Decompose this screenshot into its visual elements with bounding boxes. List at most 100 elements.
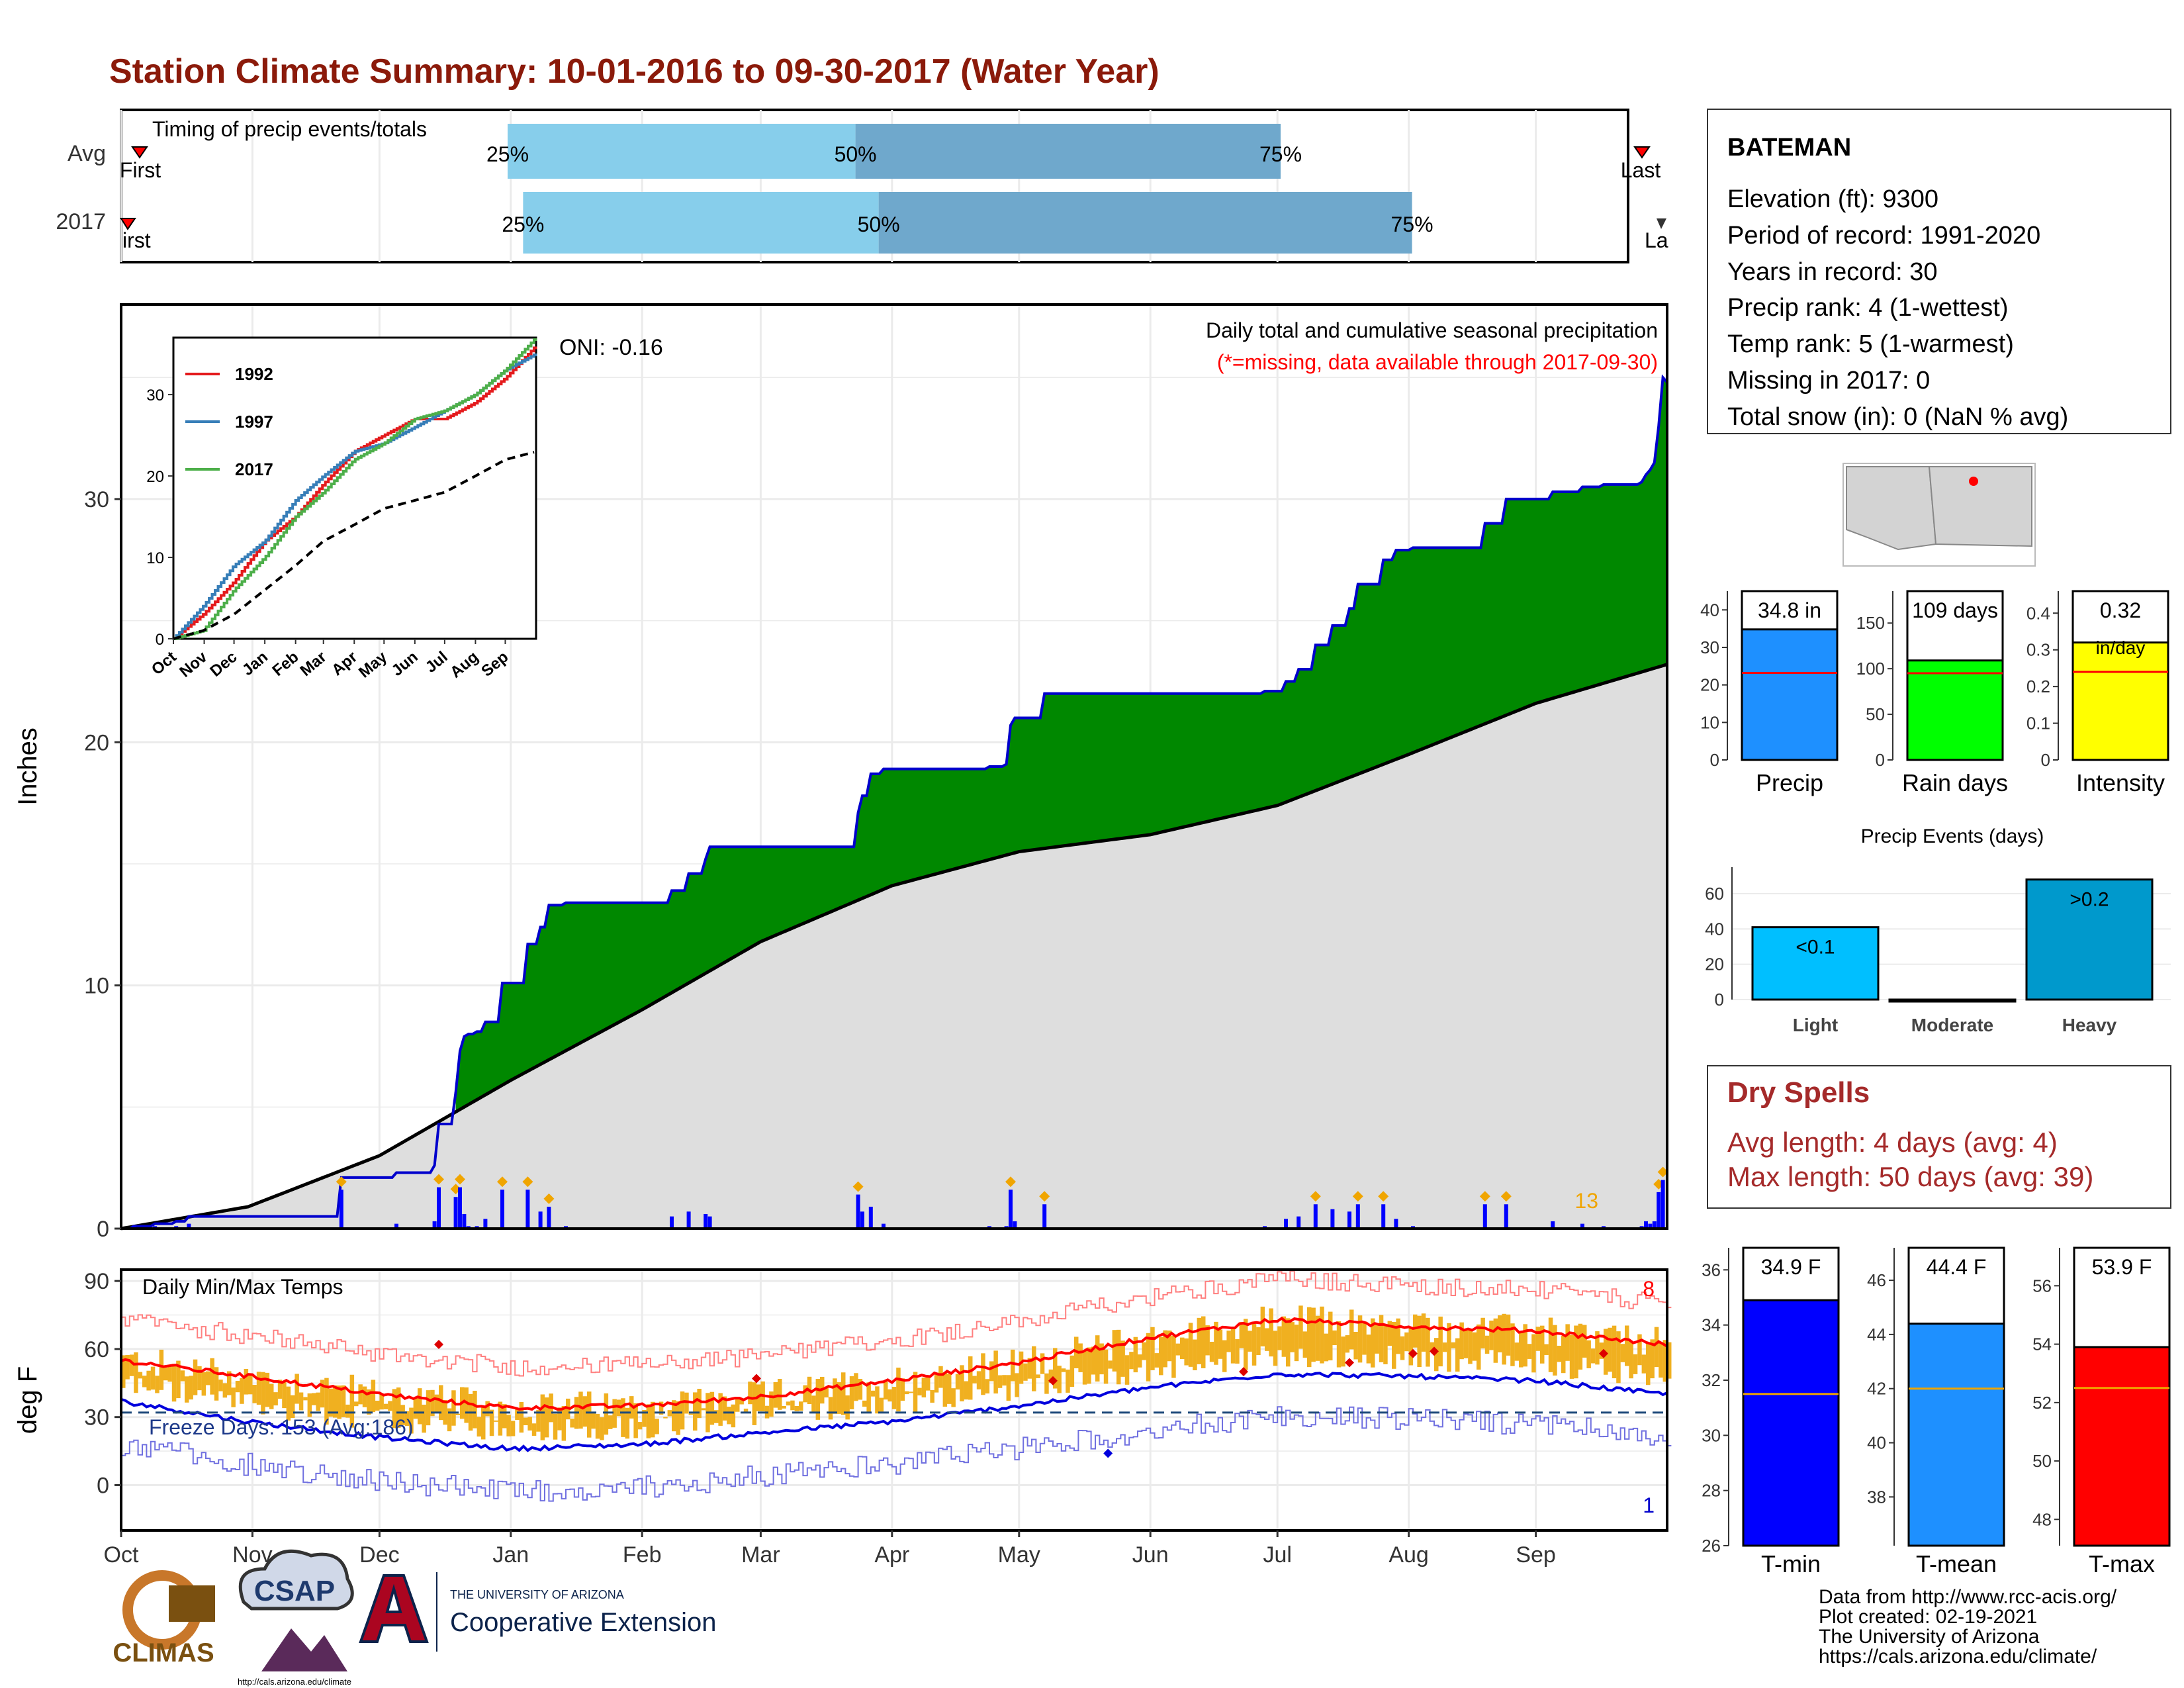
- daily-temp-bar: [1091, 1346, 1096, 1375]
- daily-precip-bar: [1504, 1204, 1508, 1229]
- daily-temp-bar: [782, 1405, 786, 1409]
- daily-temp-bar: [697, 1389, 702, 1419]
- daily-temp-bar: [595, 1413, 600, 1439]
- record-min-line: [121, 1406, 1672, 1502]
- footer-line-1: Data from http://www.rcc-acis.org/: [1819, 1586, 2117, 1608]
- daily-temp-bar: [570, 1419, 574, 1428]
- daily-temp-bar: [455, 1413, 461, 1415]
- daily-temp-bar: [608, 1415, 613, 1429]
- daily-temp-bar: [849, 1376, 854, 1410]
- daily-temp-bar: [1557, 1345, 1562, 1362]
- daily-temp-bar: [905, 1391, 909, 1395]
- daily-temp-bar: [1269, 1308, 1273, 1357]
- daily-temp-bar: [1463, 1330, 1469, 1358]
- daily-temp-bar: [1498, 1315, 1502, 1352]
- daily-temp-bar: [252, 1385, 257, 1403]
- csap-cloud-icon: [238, 1549, 354, 1611]
- summary-axis-label: Rain days: [1902, 769, 2008, 796]
- month-label: Mar: [741, 1542, 780, 1568]
- daily-temp-bar: [273, 1392, 278, 1406]
- month-label: Apr: [874, 1542, 909, 1568]
- month-label: Jul: [1263, 1542, 1291, 1568]
- summary-bar: [2071, 641, 2169, 761]
- ua-big-text: Cooperative Extension: [450, 1608, 716, 1637]
- summary-bar: [1742, 1299, 1840, 1547]
- daily-temp-bar: [447, 1408, 452, 1432]
- record-high-marker: [1599, 1348, 1608, 1358]
- summary-value-label: 0.32: [2100, 598, 2141, 622]
- daily-temp-bar: [739, 1398, 744, 1405]
- daily-temp-bar: [180, 1370, 185, 1382]
- daily-temp-bar: [676, 1401, 680, 1435]
- month-label: Sep: [1516, 1542, 1556, 1568]
- record-high-marker: [1408, 1348, 1418, 1358]
- daily-temp-bar: [367, 1389, 371, 1415]
- daily-temp-bar: [921, 1378, 927, 1398]
- daily-temp-bar: [1256, 1327, 1261, 1356]
- daily-temp-bar: [1468, 1329, 1473, 1364]
- daily-temp-bar: [269, 1383, 274, 1409]
- daily-temp-bar: [752, 1382, 757, 1425]
- temp-ytick-label: 30: [84, 1405, 109, 1430]
- daily-temp-bar: [1502, 1313, 1506, 1365]
- daily-temp-bar: [1578, 1323, 1583, 1370]
- inset-ytick-label: 30: [146, 387, 164, 404]
- daily-temp-bar: [824, 1387, 829, 1398]
- daily-temp-bar: [527, 1417, 532, 1431]
- daily-temp-bar: [510, 1421, 516, 1436]
- daily-temp-bar: [1294, 1325, 1299, 1362]
- daily-temp-bar: [731, 1404, 736, 1428]
- station-name: BATEMAN: [1727, 134, 1851, 162]
- ua-small-text: THE UNIVERSITY OF ARIZONA: [450, 1588, 624, 1601]
- daily-temp-bar: [379, 1393, 384, 1410]
- daily-temp-bar: [244, 1368, 249, 1395]
- climas-text: CLIMAS: [113, 1638, 214, 1667]
- daily-precip-bar: [1313, 1204, 1318, 1229]
- daily-temp-bar: [261, 1372, 265, 1415]
- record-high-marker: [1239, 1367, 1248, 1377]
- daily-temp-bar: [828, 1397, 833, 1420]
- daily-temp-bar: [1599, 1342, 1604, 1359]
- record-high-marker: [434, 1340, 443, 1350]
- daily-temp-bar: [375, 1401, 380, 1411]
- daily-temp-bar: [328, 1388, 334, 1417]
- daily-temp-bar: [1040, 1353, 1045, 1374]
- summary-bar: [1741, 628, 1839, 761]
- daily-temp-bar: [1171, 1336, 1176, 1378]
- daily-precip-bar: [860, 1211, 864, 1229]
- daily-precip-bar: [868, 1206, 873, 1229]
- daily-temp-bar: [1002, 1375, 1007, 1386]
- daily-temp-bar: [651, 1401, 655, 1438]
- record-high-marker: [1345, 1358, 1354, 1368]
- daily-temp-bar: [214, 1367, 219, 1401]
- daily-temp-bar: [222, 1383, 228, 1398]
- station-period: Period of record: 1991-2020: [1727, 222, 2040, 250]
- page-title: Station Climate Summary: 10-01-2016 to 0…: [109, 52, 1160, 91]
- temp-ytick-label: 90: [84, 1269, 109, 1294]
- daily-temp-bar: [1396, 1318, 1400, 1354]
- daily-temp-bar: [887, 1389, 892, 1402]
- daily-temp-bar: [121, 1355, 126, 1388]
- summary-value-label: 44.4 F: [1927, 1255, 1987, 1279]
- daily-temp-bar: [388, 1401, 392, 1411]
- daily-temp-bar: [227, 1371, 232, 1395]
- dry-spells-frame: [1707, 1065, 2171, 1209]
- daily-temp-bar: [1019, 1351, 1024, 1384]
- daily-temp-bar: [176, 1360, 181, 1399]
- daily-temp-bar: [142, 1376, 147, 1387]
- daily-temp-bar: [1244, 1319, 1248, 1370]
- inset-series-2017: [173, 338, 537, 640]
- daily-temp-bar: [811, 1395, 816, 1413]
- precip-panel: Daily total and cumulative seasonal prec…: [13, 303, 1668, 1242]
- daily-temp-bar: [1273, 1331, 1278, 1366]
- daily-temp-bar: [1561, 1335, 1566, 1374]
- daily-temp-bar: [1662, 1340, 1668, 1382]
- daily-temp-bar: [718, 1393, 723, 1426]
- daily-temp-bar: [498, 1401, 503, 1436]
- daily-temp-bar: [960, 1365, 964, 1401]
- daily-temp-bar: [1590, 1348, 1596, 1364]
- daily-temp-bar: [464, 1387, 469, 1423]
- daily-temp-bar: [324, 1378, 329, 1425]
- daily-temp-bar: [185, 1376, 189, 1403]
